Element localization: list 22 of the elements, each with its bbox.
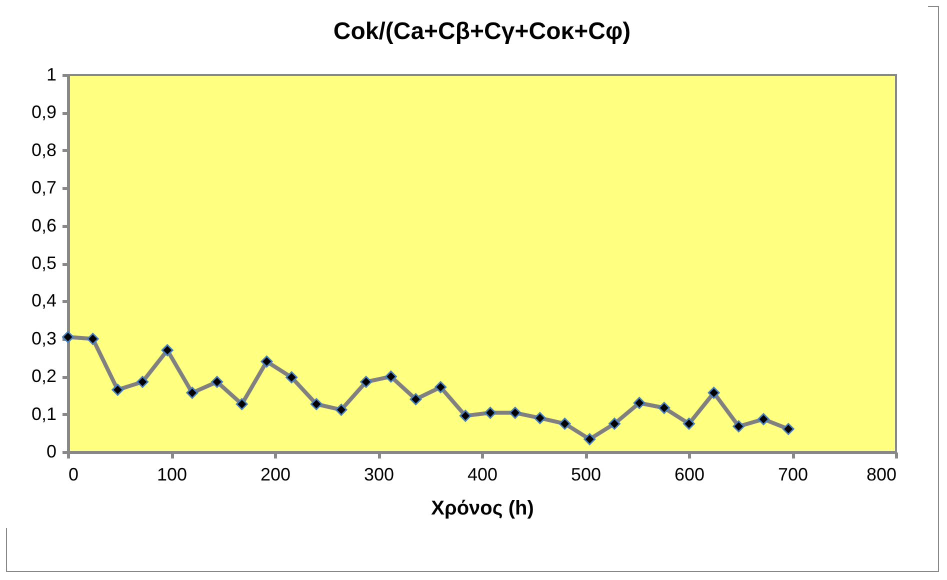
x-tick-label: 100 xyxy=(156,464,188,484)
x-tick-label: 0 xyxy=(68,464,79,484)
chart-title: Cok/(Ca+Cβ+Cγ+Coκ+Cφ) xyxy=(333,18,631,45)
y-tick-label: 0,9 xyxy=(31,102,56,122)
x-tick-label: 700 xyxy=(778,464,808,484)
x-tick-label: 200 xyxy=(260,464,291,484)
y-tick-label: 0,1 xyxy=(31,404,56,424)
x-tick-label: 800 xyxy=(866,464,896,484)
x-tick-label: 400 xyxy=(467,464,498,484)
x-tick-label: 500 xyxy=(570,464,602,484)
y-tick-label: 0,8 xyxy=(31,140,56,160)
x-tick-label: 600 xyxy=(674,464,705,484)
y-tick-label: 0,5 xyxy=(31,253,56,273)
y-tick-label: 0,7 xyxy=(31,178,56,198)
y-tick-label: 1 xyxy=(46,64,56,84)
x-axis-title: Χρόνος (h) xyxy=(431,498,534,520)
y-tick-label: 0,6 xyxy=(31,215,56,236)
y-tick-label: 0,2 xyxy=(31,366,56,386)
x-tick-label: 300 xyxy=(364,464,394,484)
y-tick-label: 0,3 xyxy=(31,328,56,348)
y-tick-label: 0 xyxy=(46,442,56,462)
y-tick-label: 0,4 xyxy=(31,290,56,311)
